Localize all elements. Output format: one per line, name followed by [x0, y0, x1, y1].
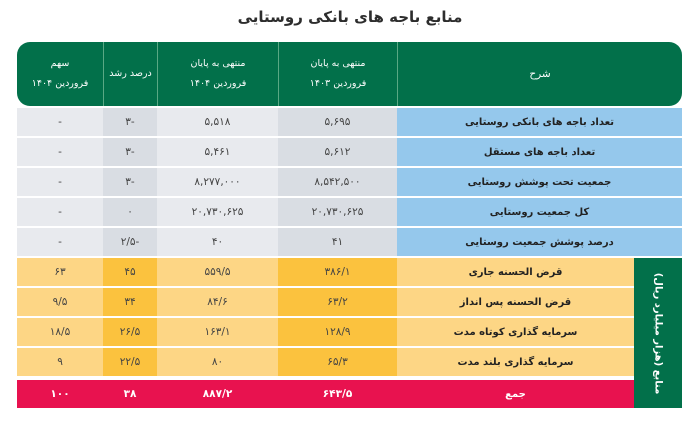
cell-growth: -۳	[103, 108, 157, 136]
cell-v1403: ۳۸۶/۱	[278, 258, 397, 286]
cell-label: تعداد باجه های بانکی روستایی	[397, 108, 682, 136]
cell-v1403: ۵,۶۹۵	[278, 108, 397, 136]
header-end-1404: منتهی به پایان فروردین ۱۴۰۴	[157, 42, 278, 106]
cell-v1404: ۴۰	[157, 228, 278, 256]
cell-v1403: ۶۳/۲	[278, 288, 397, 316]
cell-v1404: ۸,۲۷۷,۰۰۰	[157, 168, 278, 196]
cell-label: درصد پوشش جمعیت روستایی	[397, 228, 682, 256]
cell-growth: ۴۵	[103, 258, 157, 286]
cell-growth: -۳	[103, 138, 157, 166]
cell-growth: ۰	[103, 198, 157, 226]
cell-v1403: ۵,۶۱۲	[278, 138, 397, 166]
total-growth: ۳۸	[123, 388, 137, 400]
cell-v1403: ۲۰,۷۳۰,۶۲۵	[278, 198, 397, 226]
cell-label: تعداد باجه های مستقل	[397, 138, 682, 166]
cell-growth: ۲۲/۵	[103, 348, 157, 376]
cell-v1404: ۵,۵۱۸	[157, 108, 278, 136]
cell-share: ۶۳	[17, 258, 103, 286]
side-label-resources: منابع (هزار میلیارد ریال)	[634, 258, 682, 408]
cell-share: -	[17, 168, 103, 196]
table-header: سهم فروردین ۱۴۰۴ درصد رشد منتهی به پایان…	[17, 42, 682, 106]
cell-v1403: ۴۱	[278, 228, 397, 256]
cell-growth: ۲۶/۵	[103, 318, 157, 346]
total-share: ۱۰۰	[50, 388, 70, 400]
cell-growth: -۳	[103, 168, 157, 196]
cell-share: -	[17, 138, 103, 166]
cell-growth: -۲/۵	[103, 228, 157, 256]
cell-share: -	[17, 108, 103, 136]
side-label-text: منابع (هزار میلیارد ریال)	[652, 272, 664, 394]
total-1403: ۶۴۳/۵	[322, 388, 353, 400]
cell-share: -	[17, 198, 103, 226]
cell-v1404: ۲۰,۷۳۰,۶۲۵	[157, 198, 278, 226]
total-1404: ۸۸۷/۲	[202, 388, 233, 400]
cell-v1404: ۵,۴۶۱	[157, 138, 278, 166]
cell-share: -	[17, 228, 103, 256]
total-row: ۱۰۰ ۳۸ ۸۸۷/۲ ۶۴۳/۵ جمع	[17, 380, 634, 408]
cell-label: قرض الحسنه جاری	[397, 258, 634, 286]
cell-label: کل جمعیت روستایی	[397, 198, 682, 226]
cell-v1404: ۸۰	[157, 348, 278, 376]
cell-v1403: ۶۵/۳	[278, 348, 397, 376]
total-label: جمع	[505, 388, 526, 400]
cell-v1404: ۸۴/۶	[157, 288, 278, 316]
cell-label: قرض الحسنه پس انداز	[397, 288, 634, 316]
cell-share: ۱۸/۵	[17, 318, 103, 346]
page-title: منابع باجه های بانکی روستایی	[237, 8, 463, 26]
header-growth: درصد رشد	[103, 42, 157, 106]
cell-growth: ۳۴	[103, 288, 157, 316]
cell-v1404: ۵۵۹/۵	[157, 258, 278, 286]
cell-share: ۹/۵	[17, 288, 103, 316]
header-end-1403: منتهی به پایان فروردین ۱۴۰۳	[278, 42, 397, 106]
cell-v1404: ۱۶۳/۱	[157, 318, 278, 346]
cell-v1403: ۱۲۸/۹	[278, 318, 397, 346]
cell-label: جمعیت تحت پوشش روستایی	[397, 168, 682, 196]
header-share: سهم فروردین ۱۴۰۴	[31, 58, 89, 89]
cell-v1403: ۸,۵۴۲,۵۰۰	[278, 168, 397, 196]
cell-share: ۹	[17, 348, 103, 376]
header-description: شرح	[397, 42, 682, 106]
cell-label: سرمایه گذاری کوتاه مدت	[397, 318, 634, 346]
cell-label: سرمایه گذاری بلند مدت	[397, 348, 634, 376]
